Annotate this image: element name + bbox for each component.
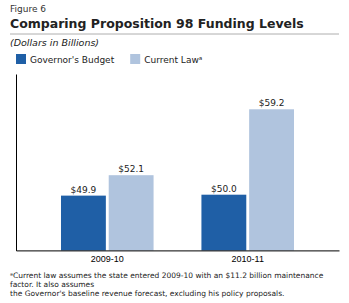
bars — [61, 109, 294, 250]
legend-swatch — [16, 54, 26, 64]
figure-label: Figure 6 — [10, 4, 46, 14]
subtitle: (Dollars in Billions) — [10, 37, 99, 48]
legend: Governor's Budget Current Lawᵃ — [16, 54, 202, 65]
legend-label: Current Lawᵃ — [144, 55, 202, 65]
footnote-line: factor. It also assumes — [10, 280, 94, 289]
footnote-line: the Governor's baseline revenue forecast… — [10, 289, 284, 298]
footnote: ᵃCurrent law assumes the state entered 2… — [10, 271, 324, 298]
chart: Figure 6 Comparing Proposition 98 Funding… — [0, 0, 349, 303]
footnote-line: ᵃCurrent law assumes the state entered 2… — [10, 271, 324, 280]
x-tick-label: 2010-11 — [232, 254, 264, 264]
bar — [109, 175, 154, 250]
bar — [201, 195, 246, 251]
data-label: $52.1 — [118, 164, 144, 174]
x-tick: 2009-10 — [91, 254, 124, 264]
title-rule — [10, 34, 339, 35]
y-axis — [16, 75, 17, 251]
legend-swatch — [130, 54, 140, 64]
x-tick-label: 2009-10 — [91, 254, 124, 264]
x-axis-line — [17, 250, 340, 251]
y-axis-line — [16, 75, 17, 251]
chart-container: Figure 6 Comparing Proposition 98 Funding… — [0, 0, 349, 303]
bar — [61, 196, 106, 251]
data-labels: $49.9 $50.0 $52.1 $59.2 — [71, 98, 285, 194]
title: Comparing Proposition 98 Funding Levels — [10, 16, 304, 31]
bar — [249, 109, 294, 250]
x-tick: 2010-11 — [232, 254, 264, 264]
data-label: $50.0 — [211, 184, 237, 194]
data-label: $59.2 — [259, 98, 285, 108]
x-axis: 2009-10 2010-11 — [17, 251, 340, 264]
data-label: $49.9 — [71, 185, 97, 195]
legend-label: Governor's Budget — [30, 55, 115, 65]
